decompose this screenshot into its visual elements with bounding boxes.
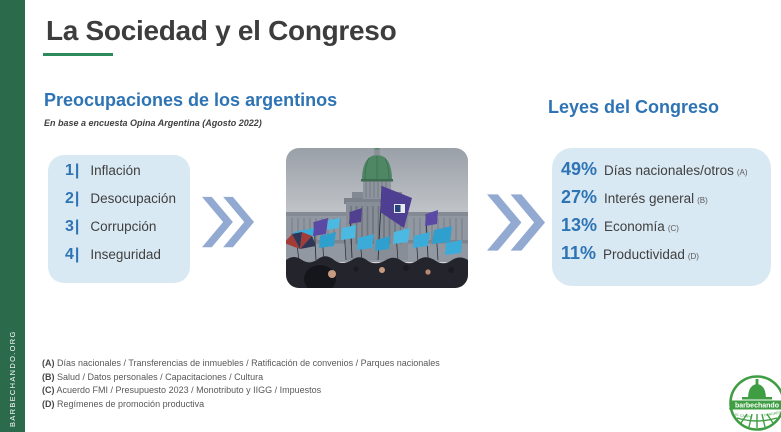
stat-label: Productividad: [603, 247, 685, 262]
concern-rank: 4: [65, 246, 74, 263]
furrows-icon: [736, 413, 778, 428]
double-chevron-right-icon: [487, 191, 545, 259]
footnote-text: Salud / Datos personales / Capacitacione…: [57, 371, 264, 382]
footnote-row: (D) Regímenes de promoción productiva: [42, 398, 440, 412]
concern-label: Inseguridad: [90, 247, 161, 262]
barbechando-logo: barbechando EL CAMPO CONGRESO: [727, 372, 781, 432]
footnote-key: (D): [42, 398, 55, 409]
logo-tagline-right: CONGRESO: [763, 410, 781, 417]
rank-separator: |: [74, 190, 80, 207]
brand-vertical-text: BARBECHANDO.ORG: [8, 330, 17, 427]
footnote-key: (C): [42, 385, 55, 395]
concern-rank: 2: [65, 190, 74, 207]
stat-footnote-ref: (A): [736, 168, 748, 177]
logo-tagline-left: EL CAMPO: [735, 413, 753, 420]
footnote-text: Acuerdo FMI / Presupuesto 2023 / Monotri…: [56, 385, 322, 395]
stat-footnote-ref: (C): [667, 224, 679, 233]
laws-heading: Leyes del Congreso: [548, 97, 720, 117]
logo-wordmark: barbechando: [735, 402, 779, 409]
stat-row: 49% Días nacionales/otros (A): [552, 159, 771, 187]
concern-label: Corrupción: [90, 219, 157, 234]
stat-label: Interés general: [604, 191, 695, 206]
concern-row: 1 | Inflación: [48, 162, 190, 190]
stat-row: 13% Economía (C): [552, 215, 771, 243]
concerns-heading: Preocupaciones de los argentinos: [44, 90, 338, 110]
rank-separator: |: [74, 218, 80, 235]
stat-value: 27%: [561, 187, 598, 207]
stat-value: 13%: [561, 215, 598, 235]
stat-label: Economía: [604, 219, 665, 234]
concern-row: 3 | Corrupción: [48, 218, 190, 246]
brand-sidebar: [0, 0, 25, 432]
stat-value: 49%: [561, 159, 598, 179]
footnote-key: (B): [42, 371, 55, 382]
congress-dome-icon: [742, 379, 772, 400]
title-underline: [43, 53, 113, 56]
double-chevron-right-icon: [202, 190, 254, 259]
footnote-row: (C) Acuerdo FMI / Presupuesto 2023 / Mon…: [42, 384, 440, 398]
stat-value: 11%: [561, 243, 597, 263]
concern-rank: 3: [65, 218, 74, 235]
stat-row: 11% Productividad (D): [552, 243, 771, 271]
stat-footnote-ref: (B): [697, 196, 708, 205]
source-note: En base a encuesta Opina Argentina (Agos…: [44, 118, 262, 128]
concern-row: 4 | Inseguridad: [48, 246, 190, 274]
footnote-row: (A) Días nacionales / Transferencias de …: [42, 357, 440, 371]
page-title: La Sociedad y el Congreso: [46, 15, 397, 46]
rank-separator: |: [74, 246, 80, 263]
congress-protest-photo: [286, 148, 468, 288]
concern-row: 2 | Desocupación: [48, 190, 190, 218]
concern-rank: 1: [65, 162, 74, 179]
footnote-row: (B) Salud / Datos personales / Capacitac…: [42, 371, 440, 385]
footnote-text: Regímenes de promoción productiva: [57, 398, 205, 409]
stat-row: 27% Interés general (B): [552, 187, 771, 215]
laws-box: 49% Días nacionales/otros (A) 27% Interé…: [552, 148, 771, 286]
footnote-key: (A): [42, 358, 55, 368]
rank-separator: |: [74, 162, 80, 179]
concern-label: Inflación: [90, 163, 141, 178]
footnotes: (A) Días nacionales / Transferencias de …: [42, 357, 440, 411]
footnote-text: Días nacionales / Transferencias de inmu…: [57, 358, 440, 368]
stat-label: Días nacionales/otros: [604, 163, 734, 178]
concern-label: Desocupación: [90, 191, 176, 206]
concerns-box: 1 | Inflación 2 | Desocupación 3 | Corrupci…: [48, 155, 190, 283]
stat-footnote-ref: (D): [687, 252, 699, 261]
